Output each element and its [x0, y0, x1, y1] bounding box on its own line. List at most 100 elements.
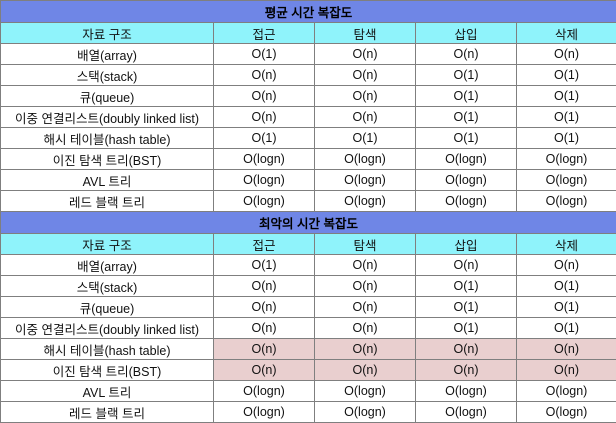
table-row: 레드 블랙 트리 O(logn) O(logn) O(logn) O(logn)	[1, 402, 616, 423]
header-cell-search: 탐색	[315, 23, 416, 44]
complexity-cell: O(logn)	[517, 149, 616, 170]
section-title: 최악의 시간 복잡도	[1, 212, 616, 234]
complexity-cell-highlighted: O(n)	[517, 360, 616, 381]
complexity-cell: O(1)	[416, 86, 517, 107]
complexity-cell: O(1)	[517, 276, 616, 297]
complexity-cell: O(logn)	[416, 170, 517, 191]
table-row: 배열(array) O(1) O(n) O(n) O(n)	[1, 255, 616, 276]
complexity-cell: O(logn)	[214, 149, 315, 170]
structure-name: 이중 연결리스트(doubly linked list)	[1, 107, 214, 128]
complexity-cell-highlighted: O(n)	[315, 339, 416, 360]
complexity-cell: O(n)	[214, 107, 315, 128]
table-row: 이중 연결리스트(doubly linked list) O(n) O(n) O…	[1, 107, 616, 128]
complexity-cell: O(n)	[315, 318, 416, 339]
structure-name: 레드 블랙 트리	[1, 191, 214, 212]
complexity-cell: O(1)	[315, 128, 416, 149]
structure-name: 레드 블랙 트리	[1, 402, 214, 423]
structure-name: AVL 트리	[1, 170, 214, 191]
table-row: 레드 블랙 트리 O(logn) O(logn) O(logn) O(logn)	[1, 191, 616, 212]
complexity-cell-highlighted: O(n)	[214, 339, 315, 360]
complexity-cell: O(1)	[416, 107, 517, 128]
complexity-cell: O(logn)	[517, 402, 616, 423]
table-row-highlighted: 이진 탐색 트리(BST) O(n) O(n) O(n) O(n)	[1, 360, 616, 381]
section-title-row: 평균 시간 복잡도	[1, 1, 616, 23]
complexity-cell: O(1)	[416, 297, 517, 318]
complexity-cell: O(n)	[315, 297, 416, 318]
complexity-cell: O(n)	[416, 44, 517, 65]
complexity-cell-highlighted: O(n)	[416, 360, 517, 381]
structure-name: 이진 탐색 트리(BST)	[1, 360, 214, 381]
complexity-cell: O(n)	[214, 86, 315, 107]
complexity-cell: O(1)	[214, 255, 315, 276]
complexity-cell: O(logn)	[214, 191, 315, 212]
structure-name: 스택(stack)	[1, 276, 214, 297]
complexity-cell: O(logn)	[214, 170, 315, 191]
complexity-cell: O(logn)	[315, 149, 416, 170]
complexity-cell-highlighted: O(n)	[315, 360, 416, 381]
structure-name: 큐(queue)	[1, 86, 214, 107]
header-cell-insert: 삽입	[416, 234, 517, 255]
complexity-cell: O(1)	[416, 128, 517, 149]
table-row: 이진 탐색 트리(BST) O(logn) O(logn) O(logn) O(…	[1, 149, 616, 170]
complexity-cell: O(1)	[416, 276, 517, 297]
structure-name: AVL 트리	[1, 381, 214, 402]
complexity-cell: O(logn)	[416, 381, 517, 402]
complexity-cell: O(1)	[517, 297, 616, 318]
complexity-cell: O(1)	[214, 44, 315, 65]
table-row: 큐(queue) O(n) O(n) O(1) O(1)	[1, 86, 616, 107]
complexity-cell: O(1)	[517, 107, 616, 128]
table-row: 이중 연결리스트(doubly linked list) O(n) O(n) O…	[1, 318, 616, 339]
header-row: 자료 구조 접근 탐색 삽입 삭제	[1, 23, 616, 44]
section-title: 평균 시간 복잡도	[1, 1, 616, 23]
complexity-cell: O(n)	[315, 65, 416, 86]
complexity-cell: O(1)	[416, 318, 517, 339]
complexity-cell: O(1)	[517, 65, 616, 86]
complexity-cell: O(logn)	[214, 381, 315, 402]
complexity-cell: O(logn)	[315, 381, 416, 402]
structure-name: 해시 테이블(hash table)	[1, 128, 214, 149]
complexity-cell-highlighted: O(n)	[416, 339, 517, 360]
complexity-cell: O(logn)	[416, 149, 517, 170]
table-row: 큐(queue) O(n) O(n) O(1) O(1)	[1, 297, 616, 318]
complexity-cell: O(logn)	[315, 170, 416, 191]
structure-name: 이중 연결리스트(doubly linked list)	[1, 318, 214, 339]
complexity-cell: O(1)	[416, 65, 517, 86]
header-cell-delete: 삭제	[517, 23, 616, 44]
header-cell-search: 탐색	[315, 234, 416, 255]
complexity-cell: O(logn)	[214, 402, 315, 423]
complexity-cell: O(n)	[315, 44, 416, 65]
table-row: AVL 트리 O(logn) O(logn) O(logn) O(logn)	[1, 170, 616, 191]
structure-name: 해시 테이블(hash table)	[1, 339, 214, 360]
complexity-cell: O(n)	[214, 297, 315, 318]
table-row: 해시 테이블(hash table) O(1) O(1) O(1) O(1)	[1, 128, 616, 149]
structure-name: 배열(array)	[1, 255, 214, 276]
complexity-cell: O(n)	[315, 276, 416, 297]
complexity-cell: O(n)	[214, 65, 315, 86]
header-row: 자료 구조 접근 탐색 삽입 삭제	[1, 234, 616, 255]
complexity-cell: O(1)	[214, 128, 315, 149]
complexity-cell: O(n)	[517, 44, 616, 65]
complexity-cell: O(logn)	[315, 402, 416, 423]
structure-name: 큐(queue)	[1, 297, 214, 318]
table-row: AVL 트리 O(logn) O(logn) O(logn) O(logn)	[1, 381, 616, 402]
structure-name: 스택(stack)	[1, 65, 214, 86]
complexity-cell: O(logn)	[416, 402, 517, 423]
complexity-cell: O(logn)	[315, 191, 416, 212]
header-cell-access: 접근	[214, 23, 315, 44]
table-row-highlighted: 해시 테이블(hash table) O(n) O(n) O(n) O(n)	[1, 339, 616, 360]
table-row: 스택(stack) O(n) O(n) O(1) O(1)	[1, 65, 616, 86]
header-cell-structure: 자료 구조	[1, 234, 214, 255]
complexity-cell: O(1)	[517, 318, 616, 339]
complexity-cell: O(n)	[315, 255, 416, 276]
complexity-cell: O(n)	[517, 255, 616, 276]
structure-name: 이진 탐색 트리(BST)	[1, 149, 214, 170]
complexity-cell: O(logn)	[517, 381, 616, 402]
complexity-cell: O(logn)	[517, 170, 616, 191]
complexity-cell: O(n)	[315, 107, 416, 128]
section-title-row: 최악의 시간 복잡도	[1, 212, 616, 234]
complexity-cell: O(n)	[315, 86, 416, 107]
header-cell-access: 접근	[214, 234, 315, 255]
complexity-cell: O(1)	[517, 86, 616, 107]
